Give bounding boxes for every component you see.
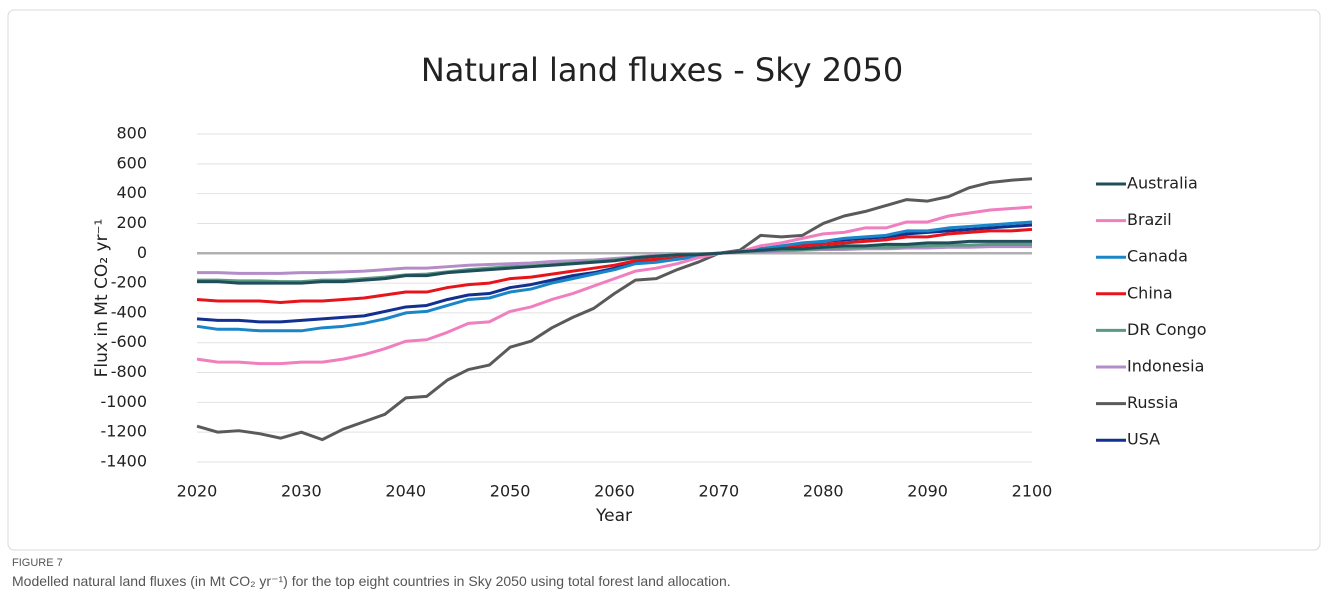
legend-label: Indonesia [1127,357,1204,376]
chart-title: Natural land fluxes - Sky 2050 [421,51,903,89]
y-tick-label: -1000 [101,392,148,411]
series-line [196,177,1033,442]
y-tick-label: -600 [111,332,147,351]
x-tick-label: 2100 [1012,482,1053,501]
series-line [197,239,1032,285]
y-tick-label: 200 [116,213,147,232]
frame [7,9,1321,551]
caption-label: FIGURE 7 [12,557,63,569]
series-line [196,227,1033,304]
y-tick-label: 400 [116,183,147,202]
y-tick-label: -400 [111,302,147,321]
y-axis-label: Flux in Mt CO₂ yr⁻¹ [92,219,112,378]
y-tick-label: 0 [137,243,147,262]
y-tick-label: -800 [111,362,147,381]
series-line [196,220,1033,333]
x-tick-label: 2070 [699,482,740,501]
x-tick-label: 2080 [803,482,844,501]
y-tick-label: 600 [116,153,147,172]
y-tick-label: -200 [111,273,147,292]
y-tick-label: -1400 [101,452,148,471]
legend-label: Canada [1127,247,1188,266]
x-tick-label: 2040 [385,482,426,501]
x-tick-label: 2060 [594,482,635,501]
legend-label: Russia [1127,393,1178,412]
x-axis-label: Year [595,506,632,526]
x-tick-label: 2050 [490,482,531,501]
series-line [197,242,1032,284]
legend-label: Brazil [1127,210,1172,229]
x-tick-label: 2090 [907,482,948,501]
legend-label: USA [1127,430,1160,449]
caption-text: Modelled natural land fluxes (in Mt CO₂ … [12,573,731,589]
legend-label: China [1127,283,1173,302]
x-tick-label: 2020 [177,482,218,501]
x-tick-label: 2030 [281,482,322,501]
legend-label: Australia [1127,174,1198,193]
legend-label: DR Congo [1127,320,1207,339]
y-tick-label: -1200 [101,422,148,441]
series-line [196,205,1033,366]
y-tick-label: 800 [116,124,147,143]
